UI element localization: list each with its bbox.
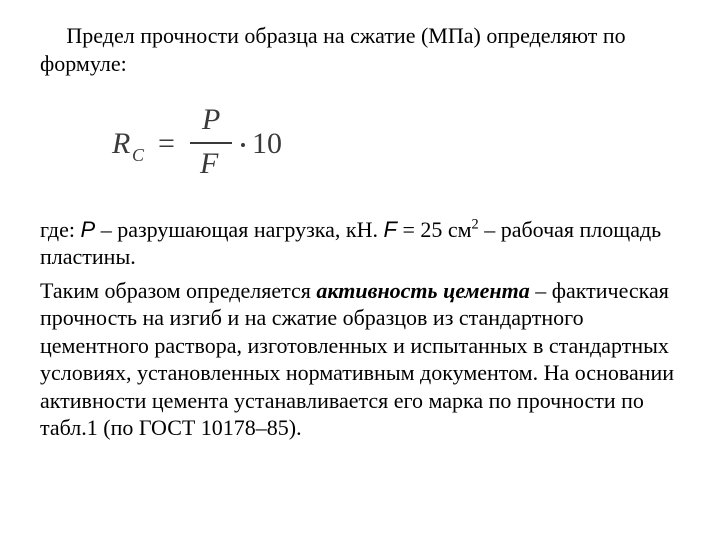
formula: R C = P F 10	[110, 101, 680, 192]
where-paragraph: где: P – разрушающая нагрузка, кН. F = 2…	[40, 216, 680, 271]
p-explanation: – разрушающая нагрузка, кН.	[95, 217, 383, 242]
body-lead: Таким образом определяется	[40, 278, 316, 303]
f-sup: 2	[472, 216, 479, 232]
formula-svg: R C = P F 10	[110, 101, 310, 185]
term-activity: активность цемента	[316, 278, 529, 303]
formula-F: F	[199, 147, 219, 180]
intro-paragraph: Предел прочности образца на сжатие (МПа)…	[40, 22, 680, 77]
f-eq: = 25 см	[397, 217, 472, 242]
formula-10: 10	[252, 127, 282, 160]
var-P: P	[81, 217, 96, 242]
formula-sub-C: C	[132, 145, 145, 165]
formula-dot	[241, 143, 245, 147]
formula-P: P	[201, 103, 220, 136]
body-paragraph: Таким образом определяется активность це…	[40, 277, 680, 442]
document-page: Предел прочности образца на сжатие (МПа)…	[0, 0, 720, 464]
formula-R: R	[111, 127, 130, 160]
var-F: F	[383, 217, 396, 242]
where-prefix: где:	[40, 217, 81, 242]
formula-eq: =	[158, 127, 175, 160]
